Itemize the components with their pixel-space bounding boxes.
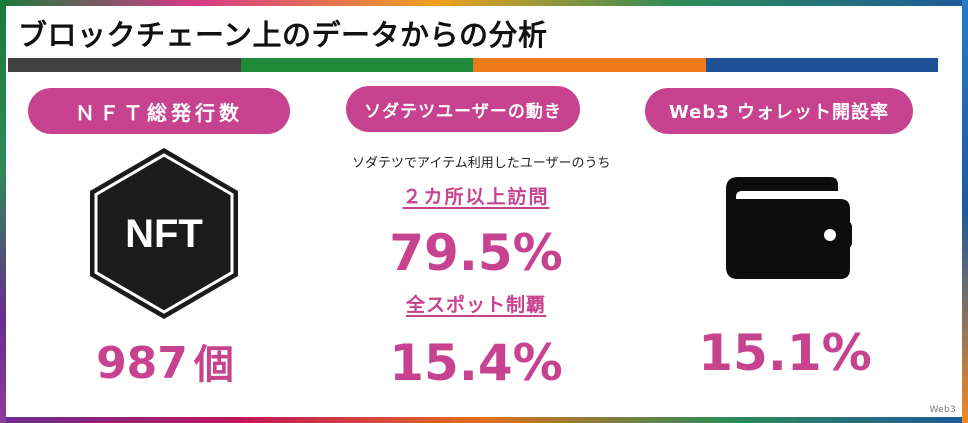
- color-bar-segment: [240, 58, 473, 72]
- frame-top-border: [0, 0, 968, 6]
- web3-wallet-rate: 15.1%: [698, 324, 872, 382]
- color-bar-segment: [705, 58, 938, 72]
- color-bar-segment: [8, 58, 241, 72]
- frame-bottom-border: [0, 417, 968, 423]
- multi-spot-visit-value: 79.5%: [389, 224, 563, 282]
- color-bar-segment: [473, 58, 706, 72]
- page-title: ブロックチェーン上のデータからの分析: [18, 18, 548, 52]
- sodatetsu-user-pill: ソダテツユーザーの動き: [346, 86, 580, 132]
- section-color-bar: [8, 58, 938, 72]
- nft-icon-label: NFT: [125, 212, 203, 256]
- wallet-icon: [726, 177, 852, 279]
- multi-spot-visit-label: ２カ所以上訪問: [402, 186, 550, 208]
- sodatetsu-caption: ソダテツでアイテム利用したユーザーのうち: [352, 156, 611, 171]
- nft-hexagon-icon: NFT: [88, 146, 240, 321]
- frame-right-border: [962, 0, 968, 423]
- nft-count-unit: 個: [193, 342, 234, 388]
- all-spots-complete-value: 15.4%: [389, 334, 563, 392]
- all-spots-complete-label: 全スポット制覇: [405, 294, 546, 316]
- watermark-logo: Web3: [929, 405, 956, 415]
- frame-left-border: [0, 0, 6, 423]
- nft-count-value: 987: [96, 338, 188, 389]
- nft-total-pill: ＮＦＴ総発行数: [28, 88, 290, 134]
- nft-count: 987 個: [80, 332, 250, 390]
- web3-wallet-pill: Web3 ウォレット開設率: [645, 88, 913, 134]
